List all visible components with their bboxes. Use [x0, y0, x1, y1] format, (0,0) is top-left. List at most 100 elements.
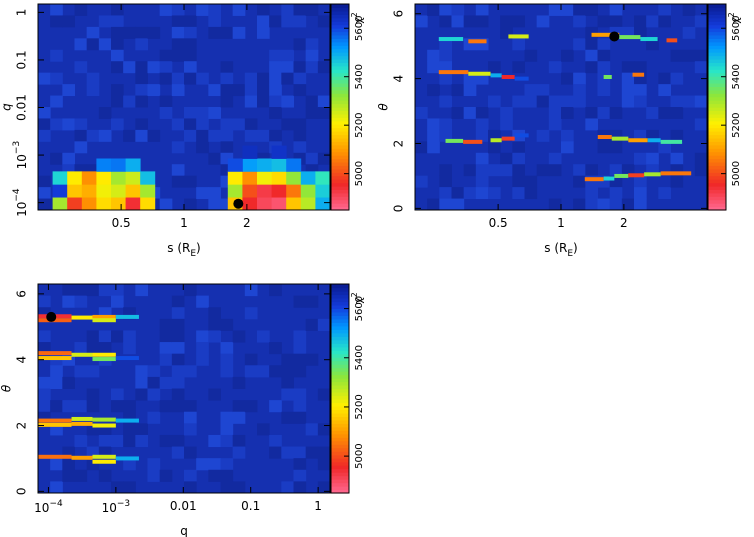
colorbar-segment	[331, 182, 349, 187]
heatmap-cell	[242, 184, 258, 198]
background-cell	[439, 61, 452, 74]
heatmap-cell	[257, 184, 272, 198]
heatmap-streak	[660, 139, 683, 144]
heatmap-streak	[603, 74, 612, 79]
background-cell	[135, 388, 148, 401]
best-fit-marker	[46, 311, 57, 322]
background-cell	[196, 330, 209, 343]
background-cell	[74, 129, 88, 142]
background-cell	[524, 187, 538, 200]
background-cell	[220, 411, 234, 424]
background-cell	[196, 141, 209, 154]
background-cell	[634, 152, 647, 165]
background-cell	[147, 411, 161, 424]
background-cell	[74, 342, 88, 355]
colorbar-label: χ2	[727, 12, 743, 23]
background-cell	[220, 365, 234, 378]
background-cell	[512, 61, 525, 74]
colorbar-segment	[331, 336, 349, 341]
colorbar-segment	[331, 172, 349, 177]
heatmap-streak	[628, 138, 648, 143]
background-cell	[184, 72, 197, 85]
heatmap-cell	[242, 145, 258, 159]
background-cell	[196, 107, 209, 119]
background-cell	[415, 107, 428, 119]
background-cell	[244, 400, 258, 413]
background-cell	[257, 72, 270, 85]
background-cell	[111, 434, 124, 448]
background-cell	[244, 365, 258, 378]
background-cell	[171, 388, 185, 401]
heatmap-cell	[111, 197, 126, 211]
background-cell	[171, 118, 185, 131]
background-cell	[257, 129, 270, 142]
background-cell	[561, 107, 574, 119]
background-cell	[98, 342, 112, 355]
background-cell	[621, 164, 635, 177]
background-cell	[451, 187, 465, 200]
background-cell	[548, 107, 562, 119]
colorbar-segment	[708, 79, 726, 84]
background-cell	[439, 187, 452, 200]
heatmap-streak	[38, 422, 72, 427]
background-cell	[305, 164, 319, 177]
heatmap-streak	[38, 356, 72, 361]
background-cell	[451, 107, 465, 119]
background-cell	[597, 198, 611, 211]
heatmap-streak	[115, 456, 139, 461]
background-cell	[293, 342, 307, 355]
background-cell	[281, 61, 294, 74]
background-cell	[208, 15, 221, 28]
background-cell	[561, 141, 574, 154]
background-cell	[585, 107, 598, 119]
background-cell	[196, 458, 209, 471]
background-cell	[463, 84, 477, 97]
heatmap-cell	[271, 197, 287, 211]
heatmap-cell	[125, 197, 141, 211]
background-cell	[111, 49, 124, 62]
heatmap-cell	[52, 197, 68, 211]
background-cell	[512, 38, 525, 51]
background-cell	[196, 187, 209, 200]
background-cell	[147, 61, 161, 74]
background-cell	[524, 49, 538, 62]
background-cell	[573, 95, 586, 108]
heatmap-cell	[242, 197, 258, 211]
heatmap-streak	[438, 70, 469, 75]
colorbar-segment	[708, 151, 726, 156]
background-cell	[451, 15, 465, 28]
background-cell	[439, 129, 452, 142]
background-cell	[561, 49, 574, 62]
colorbar-segment	[331, 294, 349, 299]
background-cell	[208, 388, 221, 401]
background-cell	[171, 26, 185, 39]
background-cell	[159, 318, 173, 331]
background-cell	[317, 423, 331, 436]
colorbar-segment	[331, 304, 349, 309]
colorbar-segment	[331, 346, 349, 351]
background-cell	[257, 95, 270, 108]
colorbar-segment	[331, 325, 349, 330]
background-cell	[548, 164, 562, 177]
background-cell	[220, 423, 234, 436]
background-cell	[488, 187, 501, 200]
background-cell	[427, 198, 440, 211]
background-cell	[196, 342, 209, 355]
background-cell	[171, 84, 185, 97]
background-cell	[123, 61, 136, 74]
background-cell	[561, 95, 574, 108]
background-cell	[305, 4, 319, 16]
background-cell	[111, 26, 124, 39]
background-cell	[293, 446, 307, 459]
background-cell	[111, 118, 124, 131]
heatmap-streak	[591, 32, 620, 37]
background-cell	[305, 49, 319, 62]
background-cell	[62, 469, 75, 482]
colorbar-frame	[330, 283, 350, 494]
background-cell	[500, 152, 513, 165]
colorbar-segment	[331, 31, 349, 36]
background-cell	[220, 434, 234, 448]
colorbar-tick-label: 5600	[731, 16, 742, 41]
colorbar-segment	[708, 113, 726, 118]
background-cell	[646, 164, 659, 177]
